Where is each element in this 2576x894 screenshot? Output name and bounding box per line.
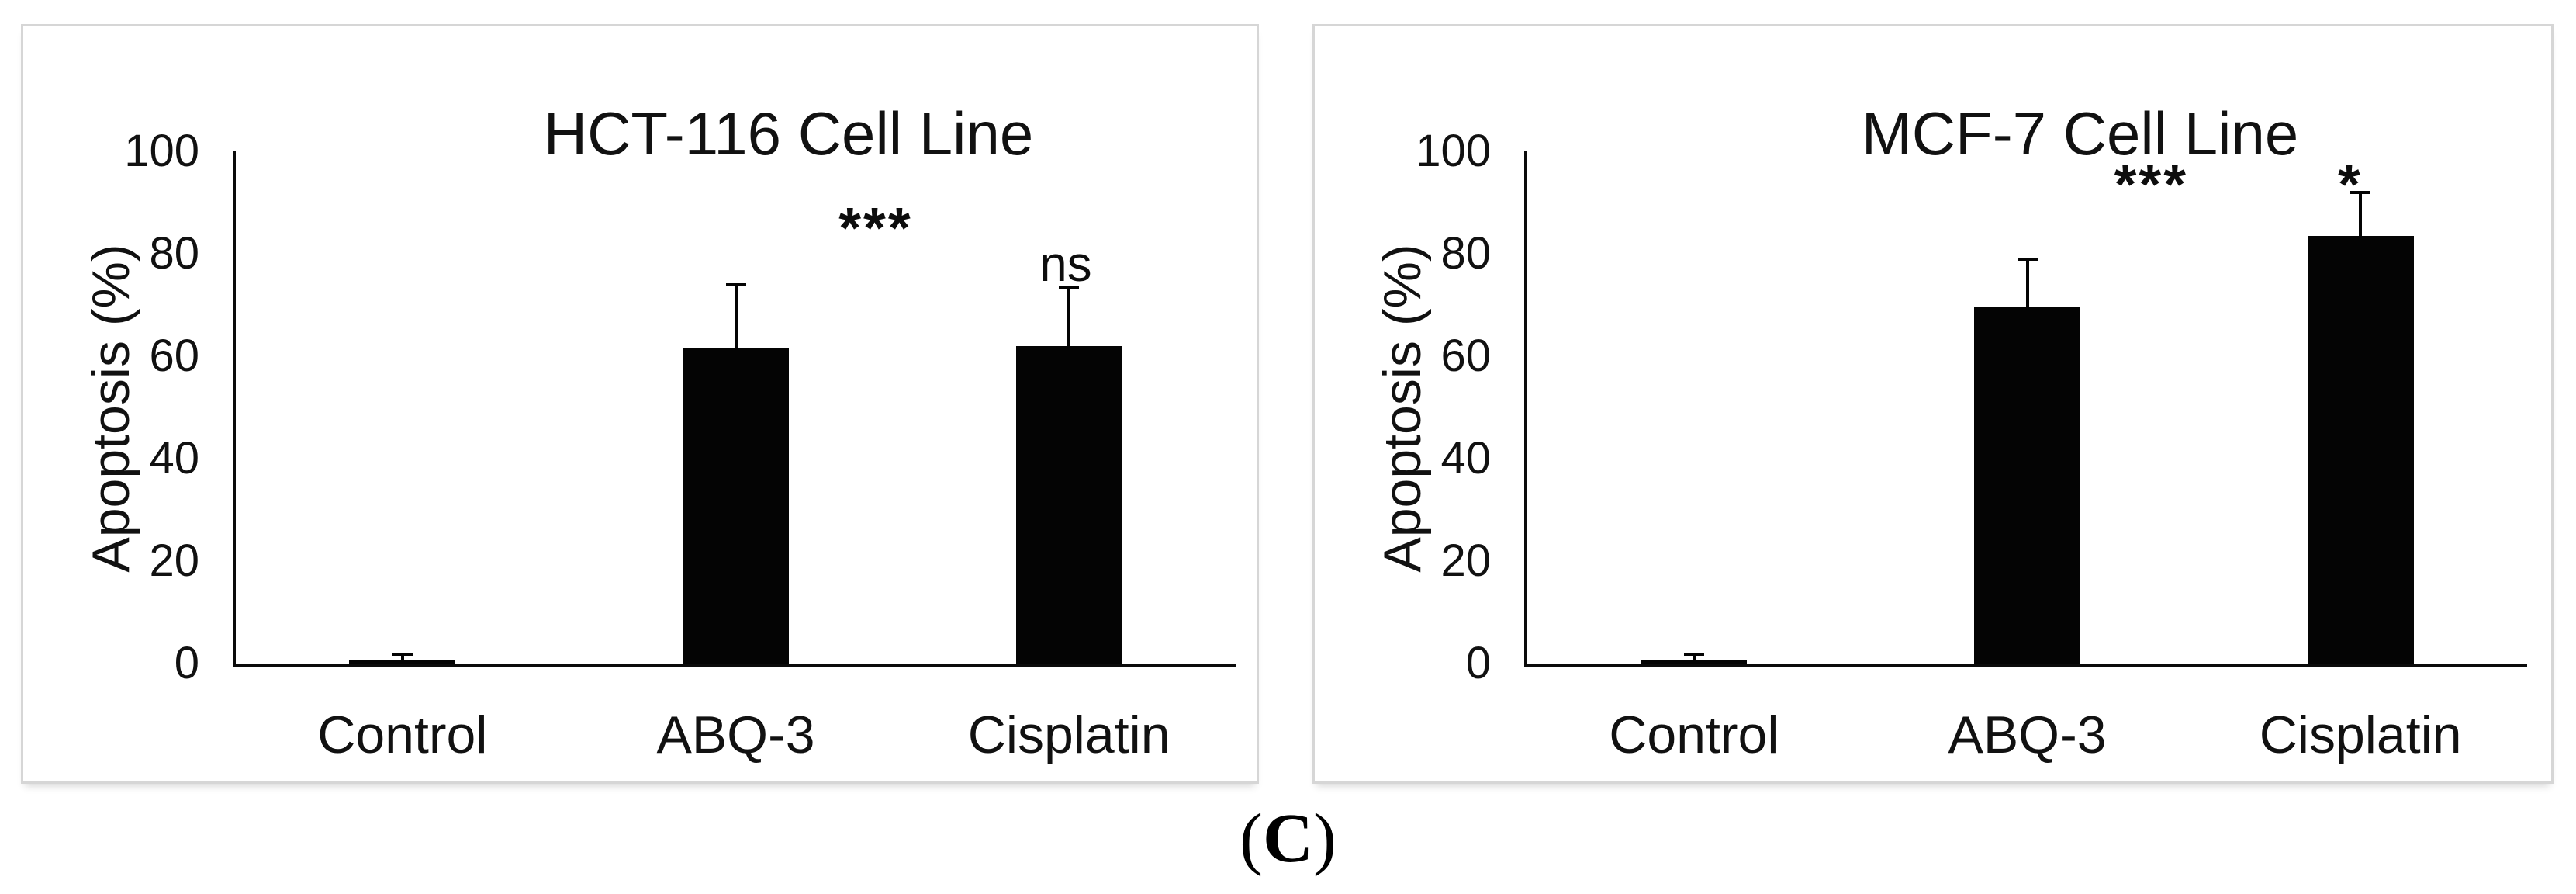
- plot-area: 0 20 40 60 80 100 Control ABQ-3 Cisplatin *** ns: [124, 129, 1236, 763]
- error-bar-cap: [2350, 190, 2371, 194]
- significance-annotation: ns: [1039, 236, 1092, 293]
- y-tick-label: 20: [1440, 535, 1491, 586]
- y-tick-label: 40: [149, 433, 199, 483]
- error-bar-cap: [1059, 285, 1080, 289]
- error-bar-whisker: [1692, 654, 1696, 660]
- y-tick-label: 100: [124, 126, 199, 176]
- significance-annotation: ***: [838, 196, 913, 260]
- error-bar-whisker: [2359, 192, 2363, 236]
- category-label-control: Control: [317, 705, 488, 764]
- y-tick-label: 100: [1416, 126, 1491, 176]
- plot-area: 0 20 40 60 80 100 Control ABQ-3 Cisplatin *** *: [1416, 129, 2527, 763]
- y-tick-label: 0: [174, 638, 199, 688]
- bar-abq-3: [1974, 307, 2080, 664]
- category-label-cisplatin: Cisplatin: [2259, 705, 2462, 764]
- chart-panel-hct116: HCT-116 Cell Line Apoptosis (%) 0 20 40 60 8…: [21, 24, 1259, 784]
- category-label-abq-3: ABQ-3: [1948, 705, 2107, 764]
- y-tick-label: 40: [1440, 433, 1491, 483]
- category-label-cisplatin: Cisplatin: [967, 705, 1170, 764]
- category-label-abq-3: ABQ-3: [656, 705, 815, 764]
- error-bar-whisker: [1067, 286, 1071, 346]
- y-tick-label: 0: [1465, 638, 1491, 688]
- y-tick-label: 60: [149, 331, 199, 381]
- y-tick-label: 20: [149, 535, 199, 586]
- bar-cisplatin: [2307, 235, 2414, 664]
- bar-abq-3: [683, 348, 789, 664]
- bar-control: [1641, 659, 1748, 664]
- bar-cisplatin: [1015, 345, 1122, 664]
- significance-annotation: *: [2337, 151, 2363, 217]
- category-label-control: Control: [1609, 705, 1779, 764]
- error-bar-cap: [725, 282, 746, 286]
- significance-annotation: ***: [2114, 151, 2189, 217]
- y-tick-label: 80: [149, 228, 199, 279]
- chart-title: MCF-7 Cell Line: [1861, 99, 2299, 168]
- caption-letter: C: [1263, 800, 1313, 877]
- error-bar-cap: [392, 653, 413, 657]
- error-bar-whisker: [2025, 258, 2029, 308]
- error-bar-whisker: [400, 654, 404, 660]
- caption-close-paren: ): [1313, 800, 1336, 877]
- error-bar-cap: [2017, 257, 2038, 261]
- y-tick-label: 60: [1440, 331, 1491, 381]
- error-bar-whisker: [734, 284, 738, 349]
- y-tick-label: 80: [1440, 228, 1491, 279]
- caption-open-paren: (: [1240, 800, 1263, 877]
- bar-control: [349, 659, 456, 664]
- y-axis-label: Apoptosis (%): [1373, 244, 1432, 573]
- chart-title: HCT-116 Cell Line: [543, 99, 1034, 168]
- y-axis-label: Apoptosis (%): [81, 244, 140, 573]
- chart-panel-mcf7: MCF-7 Cell Line Apoptosis (%) 0 20 40 60 80 1…: [1312, 24, 2554, 784]
- figure-caption: (C): [0, 801, 2576, 877]
- error-bar-cap: [1683, 653, 1704, 657]
